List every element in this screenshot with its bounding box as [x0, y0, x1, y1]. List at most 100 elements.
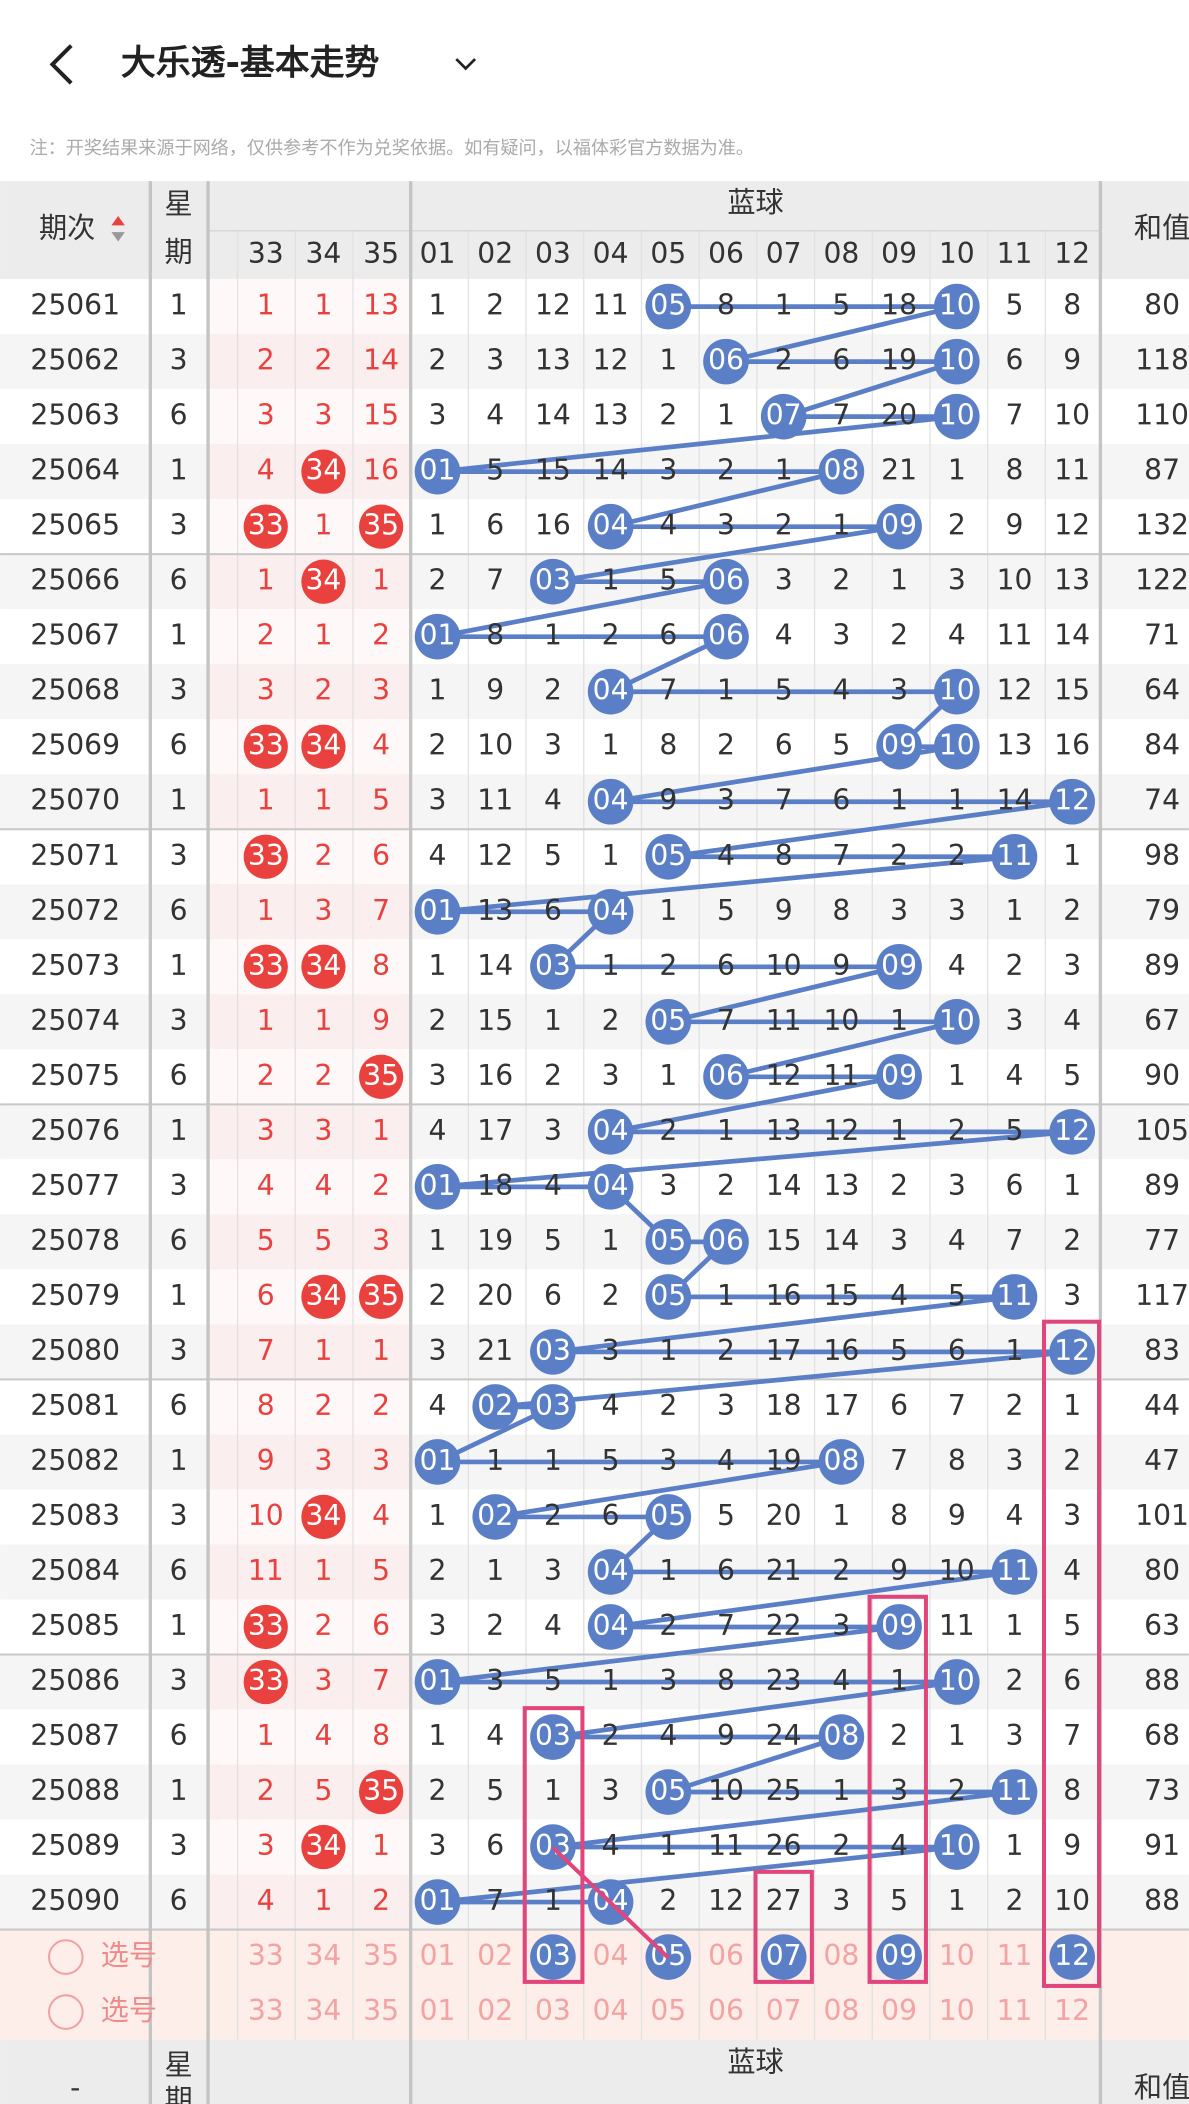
blue-ball [703, 613, 749, 660]
red-miss: 1 [372, 1334, 390, 1367]
red-miss: 4 [257, 1169, 275, 1202]
blue-option[interactable]: 04 [593, 1994, 629, 2027]
select-radio[interactable] [48, 1939, 84, 1975]
sum: 63 [1144, 1609, 1180, 1642]
blue-miss: 1 [659, 1059, 677, 1092]
blue-miss: 6 [1063, 1664, 1081, 1697]
red-option[interactable]: 34 [306, 1994, 342, 2027]
period: 25075 [30, 1059, 120, 1092]
blue-miss: 15 [1054, 674, 1090, 707]
blue-ball [645, 1494, 692, 1540]
blue-option[interactable]: 12 [1054, 1994, 1090, 2027]
blue-option[interactable]: 02 [477, 1939, 513, 1972]
dropdown[interactable] [455, 58, 477, 71]
blue-miss: 1 [602, 1664, 620, 1697]
sum: 101 [1135, 1499, 1189, 1532]
period: 25063 [30, 399, 120, 432]
annotation-box [1042, 1319, 1102, 1988]
blue-option[interactable]: 04 [593, 1939, 629, 1972]
blue-miss: 9 [775, 894, 793, 927]
blue-option[interactable]: 09 [881, 1994, 917, 2027]
blue-miss: 5 [1006, 1114, 1024, 1147]
blue-option[interactable]: 07 [766, 1994, 802, 2027]
blue-miss: 11 [1054, 454, 1090, 487]
blue-option[interactable]: 11 [997, 1994, 1033, 2027]
blue-miss: 2 [602, 1004, 620, 1037]
blue-miss: 1 [717, 1279, 735, 1312]
select-label[interactable]: 选号 [101, 1939, 157, 1972]
blue-miss: 10 [823, 1004, 859, 1037]
blue-miss: 16 [477, 1059, 513, 1092]
blue-ball [414, 1879, 461, 1925]
blue-miss: 3 [775, 564, 793, 597]
red-miss: 4 [257, 1884, 275, 1917]
red-ball [243, 504, 288, 549]
back-button[interactable] [49, 44, 73, 85]
blue-option[interactable]: 02 [477, 1994, 513, 2027]
red-miss: 4 [314, 1169, 332, 1202]
blue-miss: 3 [717, 1389, 735, 1422]
blue-hit: 09 [881, 949, 917, 982]
blue-hit: 10 [939, 399, 975, 432]
blue-option[interactable]: 01 [420, 1994, 456, 2027]
blue-miss: 15 [823, 1279, 859, 1312]
period: 25077 [30, 1169, 120, 1202]
blue-option[interactable]: 03 [535, 1939, 571, 1972]
blue-miss: 2 [948, 1774, 966, 1807]
blue-miss: 4 [832, 674, 850, 707]
blue-option[interactable]: 08 [823, 1994, 859, 2027]
blue-hit: 05 [650, 289, 686, 322]
blue-option[interactable]: 10 [939, 1994, 975, 2027]
red-option[interactable]: 35 [363, 1939, 399, 1972]
blue-option[interactable]: 03 [535, 1994, 571, 2027]
red-option[interactable]: 34 [306, 1939, 342, 1972]
blue-option[interactable]: 06 [708, 1994, 744, 2027]
blue-hit: 11 [997, 1554, 1033, 1587]
blue-miss: 9 [832, 949, 850, 982]
period: 25078 [30, 1224, 120, 1257]
sort-down[interactable] [111, 232, 125, 242]
blue-hit: 06 [708, 619, 744, 652]
blue-option[interactable]: 08 [823, 1939, 859, 1972]
blue-option[interactable]: 06 [708, 1939, 744, 1972]
blue-ball [587, 668, 634, 715]
blue-option[interactable]: 12 [1054, 1939, 1090, 1972]
blue-option[interactable]: 09 [881, 1939, 917, 1972]
red-option[interactable]: 35 [363, 1994, 399, 2027]
blue-miss: 9 [659, 784, 677, 817]
column-header: 蓝球 [727, 2046, 783, 2079]
red-hit: 35 [363, 1279, 399, 1312]
sum: 105 [1135, 1114, 1189, 1147]
red-zone-bg [208, 389, 411, 445]
blue-miss: 7 [890, 1444, 908, 1477]
select-label[interactable]: 选号 [101, 1994, 157, 2027]
red-zone-bg [208, 829, 411, 885]
period: 25088 [30, 1774, 120, 1807]
sort-up[interactable] [111, 216, 125, 226]
blue-hit: 11 [997, 839, 1033, 872]
blue-option[interactable]: 05 [650, 1994, 686, 2027]
red-hit: 35 [363, 1774, 399, 1807]
blue-option[interactable]: 10 [939, 1939, 975, 1972]
blue-option[interactable]: 11 [997, 1939, 1033, 1972]
blue-miss: 5 [890, 1334, 908, 1367]
blue-option[interactable]: 07 [766, 1939, 802, 1972]
red-option[interactable]: 33 [248, 1939, 284, 1972]
red-option[interactable]: 33 [248, 1994, 284, 2027]
red-miss: 8 [372, 949, 390, 982]
blue-miss: 6 [1006, 1169, 1024, 1202]
red-miss: 3 [314, 1664, 332, 1697]
blue-ball [1049, 778, 1096, 825]
blue-miss: 4 [429, 1114, 447, 1147]
blue-miss: 2 [429, 1004, 447, 1037]
red-ball [359, 1274, 404, 1320]
blue-miss: 12 [708, 1884, 744, 1917]
blue-miss: 7 [1063, 1719, 1081, 1752]
red-miss: 8 [372, 1719, 390, 1752]
blue-ball [530, 1714, 576, 1760]
blue-miss: 6 [544, 1279, 562, 1312]
blue-miss: 8 [717, 289, 735, 322]
blue-option[interactable]: 01 [420, 1939, 456, 1972]
select-radio[interactable] [48, 1994, 84, 2030]
blue-miss: 1 [890, 1114, 908, 1147]
